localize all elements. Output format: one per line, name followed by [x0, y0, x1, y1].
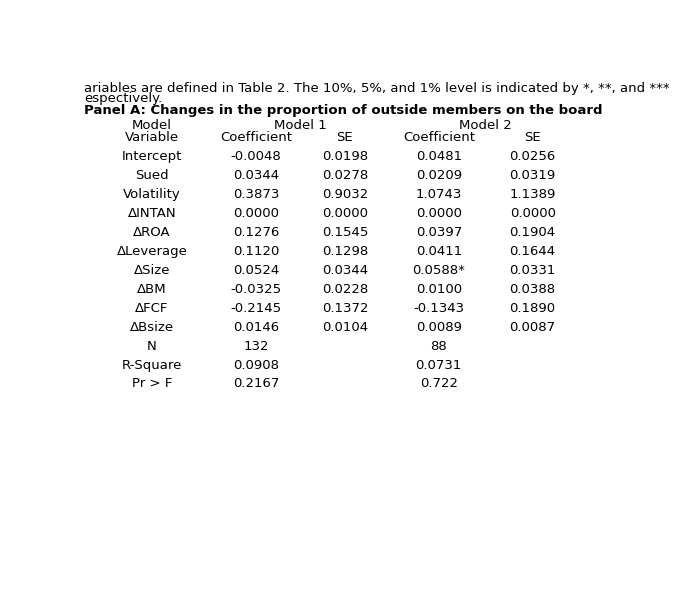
Text: Coefficient: Coefficient [403, 131, 474, 144]
Text: ΔROA: ΔROA [133, 225, 171, 239]
Text: 0.1372: 0.1372 [322, 302, 368, 315]
Text: 0.9032: 0.9032 [322, 188, 368, 201]
Text: 0.0089: 0.0089 [416, 320, 462, 334]
Text: 0.1298: 0.1298 [322, 245, 368, 257]
Text: Pr > F: Pr > F [132, 378, 172, 391]
Text: ΔBsize: ΔBsize [130, 320, 174, 334]
Text: -0.0325: -0.0325 [231, 283, 282, 296]
Text: ΔSize: ΔSize [134, 264, 170, 277]
Text: 0.0331: 0.0331 [509, 264, 556, 277]
Text: ΔBM: ΔBM [137, 283, 167, 296]
Text: Volatility: Volatility [123, 188, 181, 201]
Text: 0.0344: 0.0344 [233, 169, 279, 182]
Text: SE: SE [336, 131, 353, 144]
Text: 0.1120: 0.1120 [233, 245, 279, 257]
Text: 0.0198: 0.0198 [322, 150, 368, 163]
Text: 0.0209: 0.0209 [416, 169, 462, 182]
Text: 0.0278: 0.0278 [322, 169, 368, 182]
Text: 0.0319: 0.0319 [509, 169, 556, 182]
Text: 0.0000: 0.0000 [322, 207, 368, 220]
Text: 0.1644: 0.1644 [509, 245, 556, 257]
Text: 0.0087: 0.0087 [509, 320, 556, 334]
Text: 0.0000: 0.0000 [416, 207, 462, 220]
Text: R-Square: R-Square [122, 359, 182, 371]
Text: Coefficient: Coefficient [220, 131, 292, 144]
Text: 0.722: 0.722 [420, 378, 458, 391]
Text: 0.2167: 0.2167 [233, 378, 279, 391]
Text: 1.0743: 1.0743 [416, 188, 462, 201]
Text: 0.3873: 0.3873 [233, 188, 279, 201]
Text: ΔINTAN: ΔINTAN [128, 207, 176, 220]
Text: Model: Model [132, 118, 172, 131]
Text: 0.0104: 0.0104 [322, 320, 368, 334]
Text: -0.2145: -0.2145 [231, 302, 282, 315]
Text: 0.1904: 0.1904 [509, 225, 556, 239]
Text: 0.0100: 0.0100 [416, 283, 462, 296]
Text: Model 2: Model 2 [460, 118, 512, 131]
Text: 0.1890: 0.1890 [509, 302, 556, 315]
Text: 0.0000: 0.0000 [234, 207, 279, 220]
Text: espectively.: espectively. [84, 92, 162, 105]
Text: 0.0397: 0.0397 [416, 225, 462, 239]
Text: 132: 132 [244, 339, 269, 352]
Text: 88: 88 [431, 339, 447, 352]
Text: Panel A: Changes in the proportion of outside members on the board: Panel A: Changes in the proportion of ou… [84, 104, 602, 117]
Text: Sued: Sued [135, 169, 169, 182]
Text: ΔFCF: ΔFCF [135, 302, 169, 315]
Text: 0.0481: 0.0481 [416, 150, 462, 163]
Text: Model 1: Model 1 [274, 118, 327, 131]
Text: 0.0000: 0.0000 [509, 207, 556, 220]
Text: 0.0256: 0.0256 [509, 150, 556, 163]
Text: -0.0048: -0.0048 [231, 150, 281, 163]
Text: 0.0588*: 0.0588* [413, 264, 465, 277]
Text: Intercept: Intercept [122, 150, 182, 163]
Text: ΔLeverage: ΔLeverage [116, 245, 187, 257]
Text: 1.1389: 1.1389 [509, 188, 556, 201]
Text: SE: SE [524, 131, 541, 144]
Text: 0.0146: 0.0146 [233, 320, 279, 334]
Text: Variable: Variable [125, 131, 179, 144]
Text: N: N [147, 339, 157, 352]
Text: 0.1276: 0.1276 [233, 225, 279, 239]
Text: 0.0228: 0.0228 [322, 283, 368, 296]
Text: 0.0908: 0.0908 [234, 359, 279, 371]
Text: 0.0731: 0.0731 [416, 359, 462, 371]
Text: 0.0411: 0.0411 [416, 245, 462, 257]
Text: 0.0388: 0.0388 [509, 283, 556, 296]
Text: 0.0344: 0.0344 [322, 264, 368, 277]
Text: -0.1343: -0.1343 [413, 302, 464, 315]
Text: ariables are defined in Table 2. The 10%, 5%, and 1% level is indicated by *, **: ariables are defined in Table 2. The 10%… [84, 83, 670, 95]
Text: 0.1545: 0.1545 [322, 225, 368, 239]
Text: 0.0524: 0.0524 [233, 264, 279, 277]
